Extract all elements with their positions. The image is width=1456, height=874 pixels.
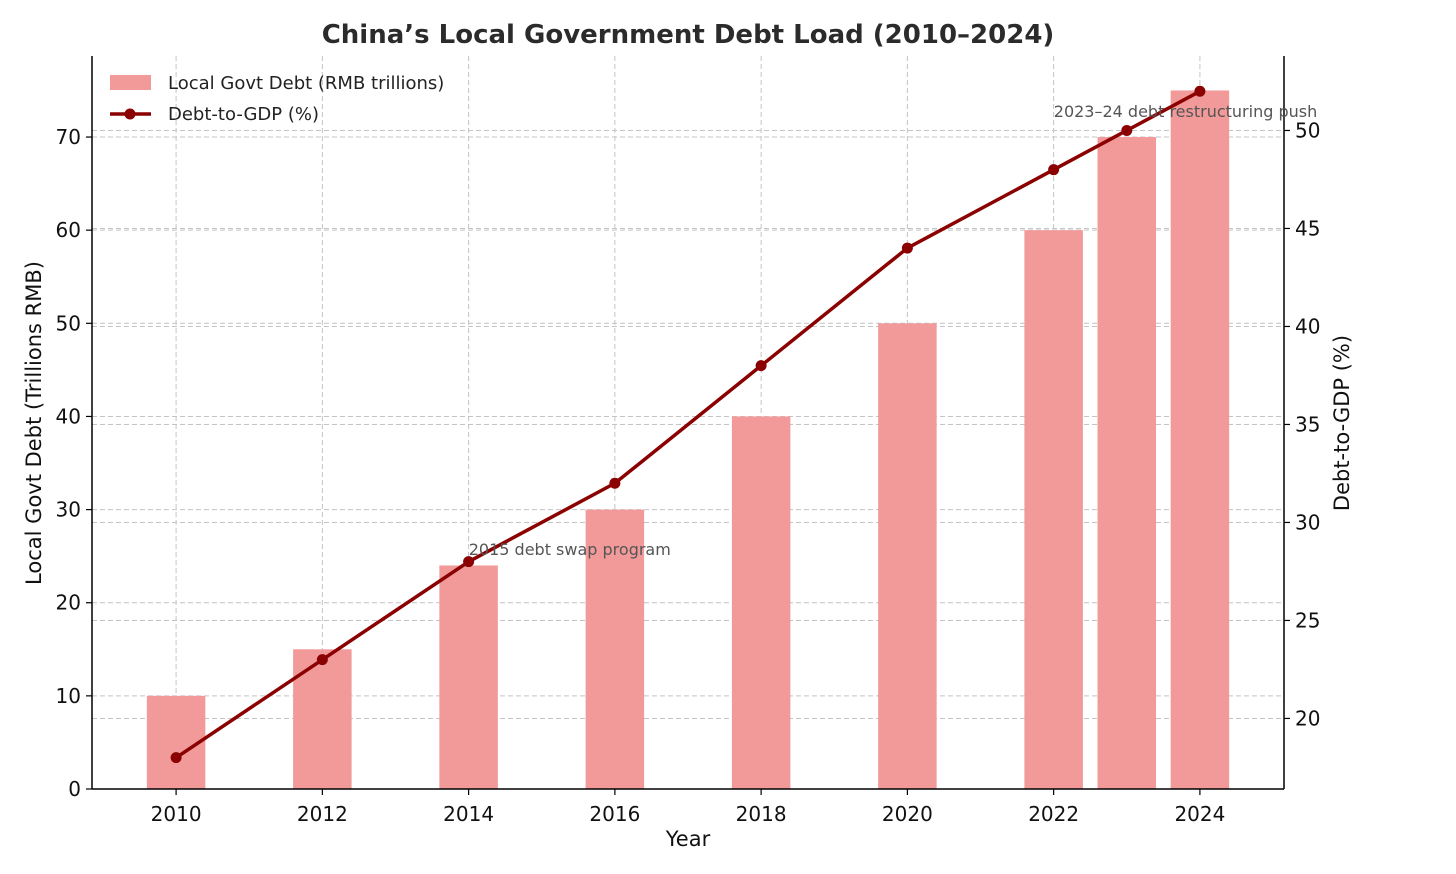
- annotation-0: 2015 debt swap program: [469, 540, 671, 559]
- x-tick-label-2012: 2012: [297, 802, 348, 826]
- y-left-tick-label-10: 10: [56, 684, 81, 708]
- y-axis-right-label: Debt-to-GDP (%): [1330, 335, 1354, 511]
- chart-title: China’s Local Government Debt Load (2010…: [322, 20, 1055, 50]
- bar-2023: [1097, 137, 1157, 789]
- y-right-tick-label-40: 40: [1295, 314, 1320, 338]
- bar-2014: [439, 565, 498, 789]
- x-tick-label-2020: 2020: [882, 802, 933, 826]
- bar-2020: [878, 323, 937, 789]
- bars-series: [146, 90, 1230, 789]
- annotation-1: 2023–24 debt restructuring push: [1054, 102, 1317, 121]
- y-left-tick-label-50: 50: [56, 311, 81, 335]
- y-right-tick-label-45: 45: [1295, 216, 1320, 240]
- y-axis-right-ticks: 20 25 30 35 40 45 50: [1284, 118, 1320, 730]
- point-2023: [1121, 124, 1133, 136]
- point-2024: [1194, 85, 1206, 97]
- y-right-tick-label-35: 35: [1295, 412, 1320, 436]
- x-tick-label-2018: 2018: [736, 802, 787, 826]
- y-right-tick-label-20: 20: [1295, 706, 1320, 730]
- x-tick-label-2022: 2022: [1028, 802, 1079, 826]
- y-left-tick-label-40: 40: [56, 404, 81, 428]
- y-left-tick-label-70: 70: [56, 125, 81, 149]
- bar-2018: [731, 416, 791, 789]
- legend-label-gdp: Debt-to-GDP (%): [168, 104, 319, 125]
- point-2018: [755, 360, 767, 372]
- legend: Local Govt Debt (RMB trillions) Debt-to-…: [110, 73, 444, 125]
- x-tick-label-2010: 2010: [151, 802, 202, 826]
- annotations: 2015 debt swap program 2023–24 debt restr…: [469, 102, 1317, 559]
- point-2020: [901, 242, 913, 254]
- y-axis-left-ticks: 0 10 20 30 40 50 60 70: [56, 125, 92, 801]
- x-tick-label-2014: 2014: [443, 802, 494, 826]
- point-2010: [170, 752, 182, 764]
- legend-swatch-marker: [124, 108, 136, 120]
- bar-2022: [1024, 230, 1083, 789]
- bar-2016: [585, 509, 645, 789]
- x-axis-label: Year: [665, 827, 711, 851]
- y-right-tick-label-50: 50: [1295, 118, 1320, 142]
- point-2012: [316, 654, 328, 666]
- x-axis-ticks: 2010 2012 2014 2016 2018 2020 2022 2024: [151, 789, 1225, 826]
- y-right-tick-label-25: 25: [1295, 608, 1320, 632]
- bar-2024: [1170, 90, 1230, 789]
- point-2016: [609, 477, 621, 489]
- bar-2012: [293, 649, 352, 789]
- point-2014: [463, 556, 475, 568]
- legend-label-debt: Local Govt Debt (RMB trillions): [168, 73, 444, 94]
- y-left-tick-label-0: 0: [68, 777, 81, 801]
- y-left-tick-label-60: 60: [56, 218, 81, 242]
- bar-2010: [146, 695, 206, 789]
- line-series: [170, 85, 1206, 764]
- point-2022: [1048, 164, 1060, 176]
- x-tick-label-2024: 2024: [1174, 802, 1225, 826]
- x-tick-label-2016: 2016: [589, 802, 640, 826]
- y-left-tick-label-30: 30: [56, 498, 81, 522]
- y-right-tick-label-30: 30: [1295, 510, 1320, 534]
- axes: [91, 56, 1285, 790]
- y-left-tick-label-20: 20: [56, 591, 81, 615]
- legend-swatch-bar: [110, 75, 151, 90]
- y-axis-left-label: Local Govt Debt (Trillions RMB): [22, 261, 46, 585]
